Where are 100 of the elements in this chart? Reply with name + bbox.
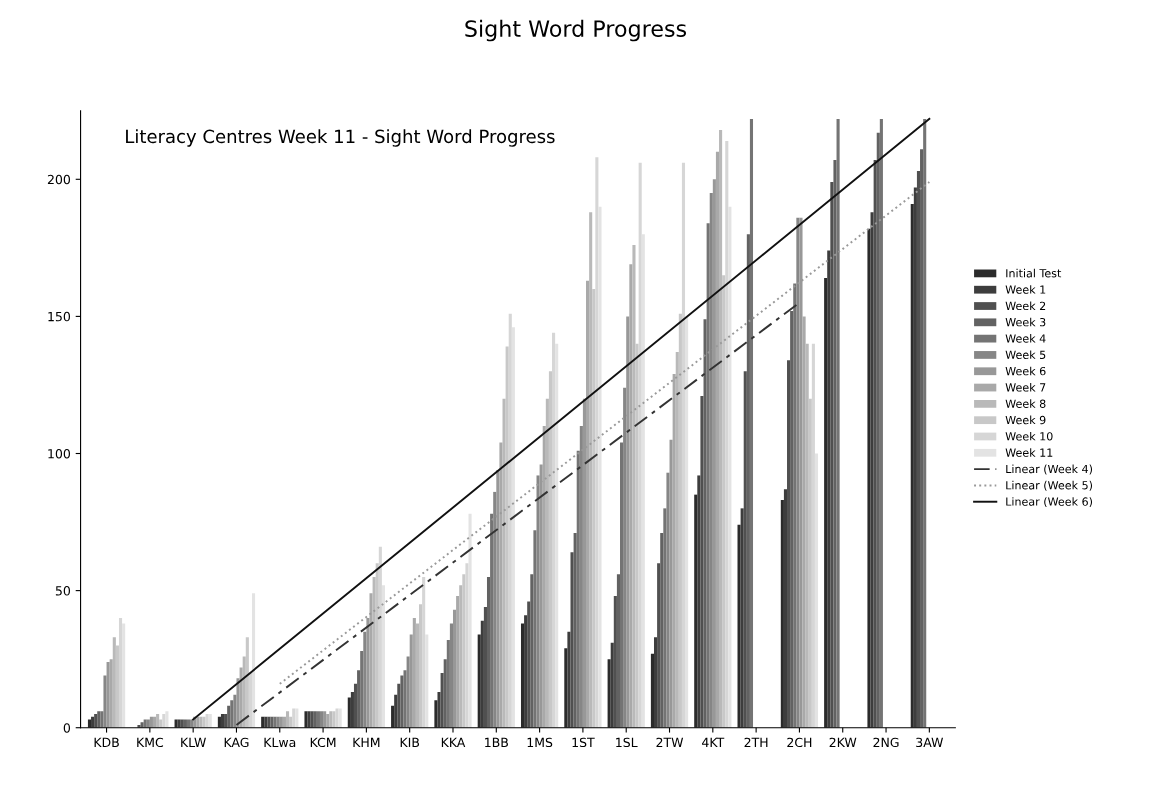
bar xyxy=(586,280,590,728)
bar xyxy=(879,118,883,728)
bar xyxy=(391,705,395,728)
bar xyxy=(654,637,658,728)
bar xyxy=(728,206,732,728)
bar xyxy=(579,426,583,728)
bar xyxy=(697,475,701,728)
bar xyxy=(827,250,831,728)
x-tick-label: KLwa xyxy=(264,737,296,748)
x-tick-label: KLW xyxy=(181,737,206,747)
legend-label: Initial Test xyxy=(1006,268,1062,278)
bar xyxy=(403,670,407,728)
legend-label: Week 11 xyxy=(1005,448,1053,457)
bar xyxy=(623,387,627,728)
bar xyxy=(536,475,540,728)
x-tick-label: 2NG xyxy=(873,737,899,748)
bar xyxy=(443,659,447,728)
x-tick-label: KCM xyxy=(310,737,336,748)
bar xyxy=(669,439,673,728)
x-tick-label: 4KT xyxy=(702,737,725,747)
bar xyxy=(483,607,487,728)
y-tick-label: 150 xyxy=(48,311,71,322)
legend-label: Week 2 xyxy=(1005,301,1046,311)
bar xyxy=(620,442,624,728)
bar xyxy=(598,206,602,728)
bar xyxy=(156,714,160,728)
bar xyxy=(867,228,871,728)
bar xyxy=(437,692,441,728)
bar xyxy=(660,533,664,728)
bar xyxy=(350,692,354,728)
bar xyxy=(103,675,107,728)
bar xyxy=(920,149,924,728)
bar xyxy=(480,620,484,728)
bar xyxy=(793,283,797,728)
bar xyxy=(743,371,747,728)
legend-label: Week 6 xyxy=(1005,366,1046,376)
bar xyxy=(400,675,404,728)
bar xyxy=(224,714,228,728)
bar xyxy=(790,310,794,728)
legend-label: Week 7 xyxy=(1005,383,1046,392)
bar xyxy=(672,373,676,728)
bar xyxy=(737,524,741,728)
y-tick-label: 200 xyxy=(47,174,71,185)
bar xyxy=(412,618,416,728)
bar xyxy=(814,453,819,728)
bar xyxy=(607,659,611,728)
bar xyxy=(913,187,917,728)
bar xyxy=(576,450,580,728)
bar xyxy=(477,634,481,728)
bar xyxy=(749,118,754,728)
x-tick-label: KHM xyxy=(353,737,380,747)
bar xyxy=(787,360,791,728)
bar xyxy=(245,637,249,728)
x-tick-label: 1SL xyxy=(616,737,638,748)
bar xyxy=(511,327,515,728)
bar xyxy=(916,171,921,728)
bar xyxy=(486,576,491,728)
legend-label: Linear (Week 4) xyxy=(1006,464,1093,475)
y-tick-label: 50 xyxy=(55,586,71,596)
bar xyxy=(533,530,537,728)
x-tick-label: KMC xyxy=(137,737,164,748)
bar xyxy=(666,472,670,728)
bar xyxy=(527,601,531,728)
bar xyxy=(353,683,358,728)
bar xyxy=(520,623,525,728)
y-tick-label: 0 xyxy=(63,723,71,733)
bar xyxy=(524,615,528,728)
bar xyxy=(319,711,324,728)
bar xyxy=(493,491,497,728)
bar xyxy=(555,343,559,728)
legend-label: Week 3 xyxy=(1005,317,1046,327)
bar xyxy=(425,634,429,728)
legend-label: Week 5 xyxy=(1005,350,1046,359)
bar xyxy=(233,694,237,728)
bar xyxy=(870,212,874,728)
bar xyxy=(363,631,367,728)
bar xyxy=(910,203,914,728)
y-tick-label: 100 xyxy=(48,448,71,459)
chart-title: Sight Word Progress xyxy=(465,19,687,42)
bar xyxy=(564,648,568,728)
bar xyxy=(573,533,577,728)
bar xyxy=(824,278,828,728)
bar xyxy=(186,719,191,728)
x-tick-label: KIB xyxy=(400,737,420,747)
bar xyxy=(746,234,750,728)
bar xyxy=(715,151,720,728)
bar xyxy=(422,576,426,728)
x-tick-label: 2TH xyxy=(744,737,768,747)
x-tick-label: KAG xyxy=(224,737,249,748)
legend-label: Week 4 xyxy=(1005,334,1046,343)
bar xyxy=(650,653,654,728)
legend-label: Week 8 xyxy=(1005,399,1046,408)
bar xyxy=(830,182,834,728)
bar xyxy=(394,694,398,728)
x-tick-label: 3AW xyxy=(916,737,944,748)
x-tick-label: 1BB xyxy=(485,737,508,747)
bar xyxy=(452,609,457,728)
bar xyxy=(230,700,234,728)
x-tick-label: 2TW xyxy=(656,737,684,747)
bar xyxy=(397,683,401,728)
